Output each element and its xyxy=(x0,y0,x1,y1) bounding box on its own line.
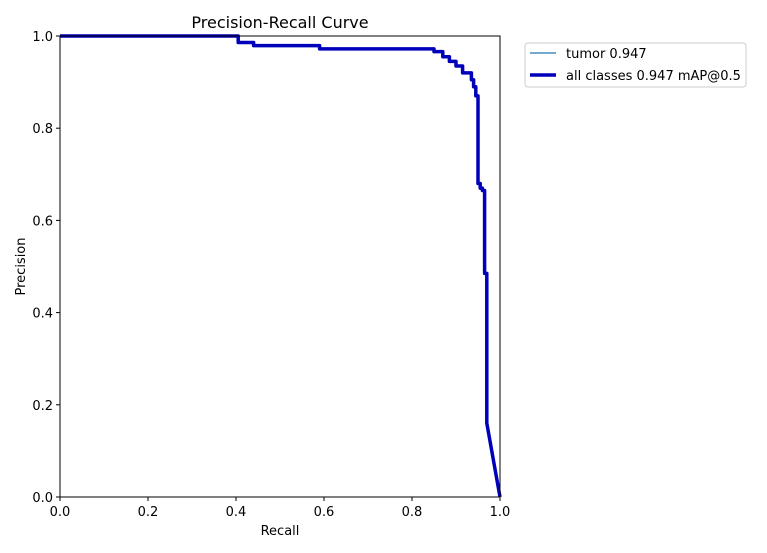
plot-frame xyxy=(59,35,501,498)
y-tick-label: 0.0 xyxy=(32,491,53,506)
legend-label-all-classes: all classes 0.947 mAP@0.5 xyxy=(566,69,741,84)
y-axis-title: Precision xyxy=(14,237,29,295)
legend: tumor 0.947 all classes 0.947 mAP@0.5 xyxy=(524,42,747,88)
x-axis-title: Recall xyxy=(261,524,300,539)
y-tick-label: 0.4 xyxy=(32,307,53,322)
x-tick-label: 0.0 xyxy=(50,505,71,520)
y-tick-label: 0.2 xyxy=(32,399,53,414)
x-tick-label: 0.6 xyxy=(314,505,335,520)
y-tick-label: 1.0 xyxy=(32,30,53,45)
series-line-1 xyxy=(60,34,502,498)
x-tick-label: 0.4 xyxy=(226,505,247,520)
x-tick-label: 1.0 xyxy=(490,505,511,520)
legend-box xyxy=(524,42,747,88)
series-layer xyxy=(60,34,502,498)
ticks-layer: 0.0 0.2 0.4 0.6 0.8 1.0 0.0 0.2 0.4 0.6 0.8 1.0 xyxy=(32,30,510,520)
y-tick-label: 0.6 xyxy=(32,214,53,229)
x-tick-label: 0.8 xyxy=(402,505,423,520)
legend-label-tumor: tumor 0.947 xyxy=(566,47,647,62)
y-tick-label: 0.8 xyxy=(32,122,53,137)
x-tick-label: 0.2 xyxy=(138,505,159,520)
chart-title: Precision-Recall Curve xyxy=(191,13,368,32)
